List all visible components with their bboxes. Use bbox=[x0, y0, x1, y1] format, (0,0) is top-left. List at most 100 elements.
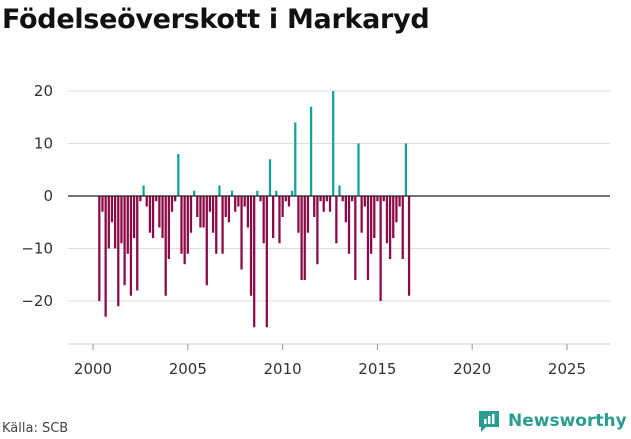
bar bbox=[117, 196, 120, 307]
x-tick-label: 2000 bbox=[74, 360, 112, 378]
bar bbox=[202, 196, 205, 228]
bar bbox=[234, 196, 237, 212]
bar bbox=[164, 196, 167, 296]
bar bbox=[218, 185, 221, 196]
bar bbox=[126, 196, 129, 254]
bar bbox=[170, 196, 174, 212]
bar bbox=[167, 196, 170, 259]
bar bbox=[401, 196, 404, 259]
bar bbox=[237, 196, 240, 207]
y-tick-label: 10 bbox=[34, 135, 53, 153]
chart-title: Födelseöverskott i Markaryd bbox=[2, 4, 430, 35]
newsworthy-logo-icon bbox=[479, 411, 499, 432]
x-tick-label: 2005 bbox=[169, 360, 207, 378]
bar bbox=[366, 196, 370, 280]
bar bbox=[98, 196, 101, 301]
bar bbox=[294, 122, 297, 196]
bar bbox=[404, 143, 408, 196]
gridlines bbox=[68, 90, 610, 302]
bar bbox=[151, 196, 155, 238]
bar bbox=[300, 196, 303, 280]
bar bbox=[376, 196, 379, 202]
bar bbox=[155, 196, 158, 202]
bar bbox=[205, 196, 208, 286]
bar bbox=[240, 196, 243, 270]
x-axis: 2000 2005 2010 2015 2020 2025 bbox=[68, 343, 610, 378]
bar bbox=[351, 196, 354, 202]
bar bbox=[262, 196, 265, 244]
bar bbox=[177, 154, 180, 196]
bar bbox=[306, 196, 310, 233]
bar bbox=[161, 196, 164, 238]
x-tick-label: 2010 bbox=[264, 360, 302, 378]
bar bbox=[189, 196, 193, 233]
source-note: Källa: SCB bbox=[2, 421, 69, 436]
bar bbox=[249, 196, 253, 296]
bar bbox=[398, 196, 401, 207]
bar bbox=[265, 196, 268, 328]
bar bbox=[215, 196, 218, 254]
bar bbox=[325, 196, 329, 202]
bar bbox=[319, 196, 322, 202]
bar bbox=[369, 196, 373, 254]
bar bbox=[104, 196, 107, 317]
bar bbox=[148, 196, 152, 233]
bar bbox=[174, 196, 177, 202]
bar bbox=[360, 196, 363, 233]
x-tick-label: 2025 bbox=[548, 360, 586, 378]
bar bbox=[328, 196, 332, 212]
bar bbox=[382, 196, 385, 202]
bar bbox=[107, 196, 110, 249]
bar bbox=[136, 196, 139, 291]
bar bbox=[183, 196, 186, 265]
bar bbox=[297, 196, 300, 233]
bar bbox=[132, 196, 136, 238]
bar bbox=[392, 196, 395, 238]
bar bbox=[347, 196, 351, 254]
bar bbox=[227, 196, 231, 223]
bar bbox=[180, 196, 183, 254]
bar bbox=[199, 196, 202, 228]
bar bbox=[379, 196, 382, 301]
bar bbox=[256, 190, 259, 196]
x-tick-label: 2020 bbox=[453, 360, 491, 378]
bar bbox=[268, 159, 272, 196]
bar bbox=[142, 185, 145, 196]
bar bbox=[101, 196, 104, 212]
bar bbox=[120, 196, 123, 244]
bar bbox=[110, 196, 114, 223]
bar bbox=[186, 196, 189, 254]
bar bbox=[224, 196, 227, 217]
bar bbox=[385, 196, 389, 244]
bar bbox=[344, 196, 347, 223]
bar bbox=[373, 196, 376, 238]
bar bbox=[192, 190, 196, 196]
bar bbox=[253, 196, 256, 328]
bar bbox=[354, 196, 357, 280]
bar bbox=[208, 196, 212, 212]
bar bbox=[332, 91, 335, 196]
bar-series bbox=[98, 91, 411, 328]
bar bbox=[335, 196, 338, 244]
bar bbox=[211, 196, 215, 233]
bar bbox=[341, 196, 344, 202]
bar bbox=[313, 196, 316, 217]
bar bbox=[123, 196, 126, 286]
bar bbox=[246, 196, 250, 228]
y-tick-label: −10 bbox=[21, 240, 53, 258]
bar bbox=[272, 196, 275, 238]
bar bbox=[407, 196, 411, 296]
bar bbox=[129, 196, 133, 296]
y-tick-label: 0 bbox=[43, 187, 53, 205]
bar bbox=[395, 196, 398, 223]
bar bbox=[275, 190, 278, 196]
bar bbox=[278, 196, 281, 244]
bar bbox=[357, 143, 360, 196]
bar bbox=[303, 196, 306, 280]
x-tick-label: 2015 bbox=[358, 360, 396, 378]
brand-logo[interactable]: Newsworthy bbox=[476, 408, 627, 434]
bar bbox=[243, 196, 246, 207]
bar bbox=[196, 196, 199, 217]
bar bbox=[113, 196, 117, 249]
